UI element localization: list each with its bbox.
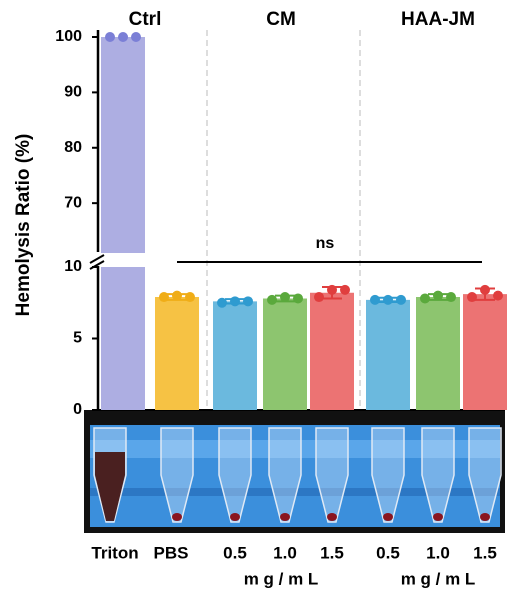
y-tick-label: 80 bbox=[64, 139, 82, 156]
y-tick-label: 10 bbox=[64, 258, 82, 275]
data-point bbox=[327, 284, 337, 295]
data-point bbox=[314, 292, 324, 303]
tube-pellet bbox=[280, 513, 290, 521]
tube bbox=[218, 427, 252, 523]
tube-pellet bbox=[383, 513, 393, 521]
group-label: Ctrl bbox=[129, 9, 162, 30]
bar bbox=[310, 292, 354, 410]
bar bbox=[213, 301, 257, 410]
data-point bbox=[243, 296, 253, 307]
x-tick-label: 0.5 bbox=[223, 543, 247, 562]
x-tick-label: 1.5 bbox=[320, 543, 344, 562]
y-tick-label: 100 bbox=[55, 28, 82, 45]
x-tick-label: 0.5 bbox=[376, 543, 400, 562]
data-point bbox=[267, 294, 277, 305]
bar bbox=[366, 299, 410, 410]
tube bbox=[468, 427, 502, 523]
data-point bbox=[105, 32, 115, 42]
bar bbox=[101, 37, 145, 410]
tube bbox=[268, 427, 302, 523]
data-point bbox=[172, 290, 182, 301]
tube bbox=[315, 427, 349, 523]
data-point bbox=[420, 293, 430, 304]
y-tick-label: 90 bbox=[64, 84, 82, 101]
y-axis-label: Hemolysis Ratio (%) bbox=[13, 134, 34, 317]
group-label: CM bbox=[266, 9, 296, 30]
data-point bbox=[185, 292, 195, 303]
x-tick-label: PBS bbox=[154, 543, 189, 562]
tube-pellet bbox=[230, 513, 240, 521]
y-tick-label: 70 bbox=[64, 194, 82, 211]
bar bbox=[463, 294, 507, 410]
data-point bbox=[230, 296, 240, 307]
tube-pellet bbox=[172, 513, 182, 521]
data-point bbox=[433, 290, 443, 301]
x-tick-label: 1.0 bbox=[426, 543, 450, 562]
y-tick-label: 5 bbox=[73, 330, 82, 347]
data-point bbox=[131, 32, 141, 42]
data-point bbox=[280, 292, 290, 303]
x-tick-label: 1.0 bbox=[273, 543, 297, 562]
tube-photo bbox=[84, 410, 505, 533]
group-label: HAA-JM bbox=[401, 9, 475, 30]
unit-label: m g / m L bbox=[401, 569, 476, 588]
tube-pellet bbox=[327, 513, 337, 521]
tube bbox=[421, 427, 455, 523]
bar bbox=[155, 297, 199, 410]
data-point bbox=[446, 292, 456, 303]
data-point bbox=[340, 284, 350, 295]
tube bbox=[160, 427, 194, 523]
annotation: ns bbox=[316, 235, 335, 252]
tube bbox=[371, 427, 405, 523]
bar bbox=[263, 298, 307, 410]
bar bbox=[416, 297, 460, 410]
tube-pellet bbox=[433, 513, 443, 521]
data-point bbox=[217, 297, 227, 308]
tube-blood bbox=[95, 452, 125, 521]
data-point bbox=[293, 293, 303, 304]
y-tick-label: 0 bbox=[73, 401, 82, 418]
data-point bbox=[370, 294, 380, 305]
x-tick-label: 1.5 bbox=[473, 543, 497, 562]
unit-label: m g / m L bbox=[244, 569, 319, 588]
data-point bbox=[480, 284, 490, 295]
data-point bbox=[383, 294, 393, 305]
data-point bbox=[493, 290, 503, 301]
data-point bbox=[159, 292, 169, 303]
tube-pellet bbox=[480, 513, 490, 521]
data-point bbox=[118, 32, 128, 42]
x-tick-label: Triton bbox=[91, 543, 138, 562]
data-point bbox=[467, 292, 477, 303]
data-point bbox=[396, 294, 406, 305]
